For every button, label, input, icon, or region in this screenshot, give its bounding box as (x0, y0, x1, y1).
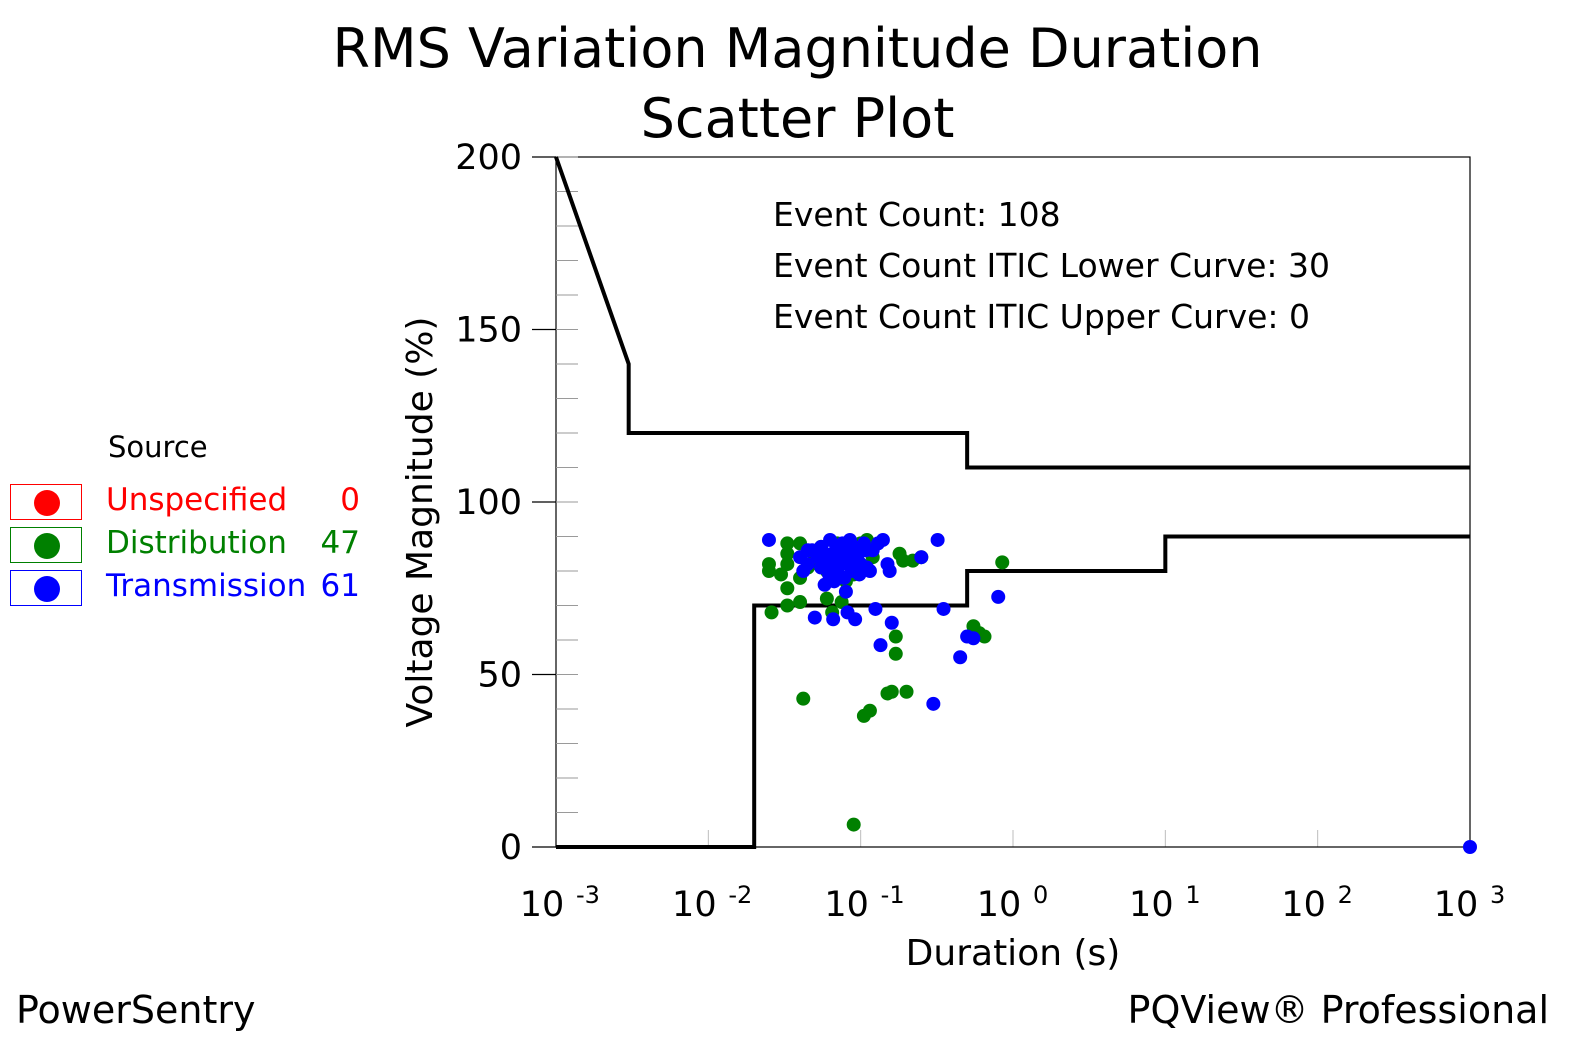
y-tick-label: 100 (455, 483, 522, 523)
transmission-point (848, 612, 863, 627)
transmission-point (862, 564, 877, 578)
transmission-point (827, 574, 842, 589)
legend-dot-icon (34, 576, 60, 602)
transmission-point (817, 546, 832, 561)
y-axis-label: Voltage Magnitude (%) (400, 317, 441, 728)
distribution-point (780, 536, 795, 551)
distribution-point (764, 605, 779, 620)
transmission-point (868, 601, 883, 616)
annotation-text: Event Count ITIC Upper Curve: 0 (773, 297, 1310, 336)
x-tick-label: 10 (824, 885, 869, 925)
transmission-point (884, 615, 899, 630)
transmission-point (826, 612, 841, 627)
y-tick-label: 0 (500, 828, 522, 868)
footer-right-label: PQView® Professional (1127, 988, 1549, 1032)
transmission-point (822, 560, 837, 575)
y-tick-label: 150 (455, 311, 522, 351)
transmission-point (882, 564, 897, 578)
x-tick-label: 10 (1281, 885, 1326, 925)
transmission-point (838, 584, 853, 599)
itic-lower-curve (556, 534, 1470, 849)
distribution-point (793, 595, 808, 610)
transmission-point (936, 601, 951, 616)
transmission-point (837, 553, 852, 568)
x-tick-label: 10 (1434, 885, 1479, 925)
legend-label: Transmission (106, 568, 307, 604)
x-axis-label: Duration (s) (906, 933, 1121, 974)
distribution-point (884, 684, 899, 699)
x-tick-exponent: -3 (576, 881, 600, 909)
transmission-point (966, 631, 981, 646)
x-tick-label: 10 (1129, 885, 1174, 925)
chart-title-line-2: Scatter Plot (640, 87, 955, 150)
transmission-point (875, 532, 890, 547)
transmission-point (1463, 840, 1477, 854)
transmission-point (858, 543, 873, 558)
transmission-point (845, 543, 860, 558)
distribution-point (888, 629, 903, 644)
transmission-point (807, 610, 822, 625)
transmission-point (873, 638, 888, 653)
legend-swatch (10, 484, 82, 520)
chart-title-line-1: RMS Variation Magnitude Duration (332, 17, 1263, 80)
x-tick-label: 10 (672, 885, 717, 925)
transmission-point (953, 650, 968, 665)
distribution-point (896, 553, 911, 568)
x-tick-exponent: -2 (728, 881, 752, 909)
transmission-point (761, 532, 776, 547)
x-tick-exponent: 0 (1033, 881, 1048, 909)
transmission-point (852, 567, 867, 582)
footer-left-label: PowerSentry (16, 988, 256, 1032)
x-tick-label: 10 (520, 885, 565, 925)
legend-count: 47 (320, 525, 360, 561)
itic-upper-curve (554, 156, 1470, 470)
legend-item-unspecified: Unspecified 0 (10, 482, 360, 524)
distribution-point (977, 629, 992, 644)
x-tick-label: 10 (977, 885, 1022, 925)
legend-count: 0 (340, 482, 360, 518)
x-tick-exponent: 1 (1185, 881, 1200, 909)
distribution-point (862, 703, 877, 718)
distribution-point (780, 598, 795, 613)
x-tick-exponent: 3 (1490, 881, 1505, 909)
distribution-point (899, 684, 914, 699)
transmission-point (930, 532, 945, 547)
distribution-point (780, 546, 795, 561)
y-tick-label: 200 (455, 138, 522, 178)
x-tick-exponent: -1 (881, 881, 905, 909)
transmission-point (991, 589, 1006, 604)
annotation-text: Event Count ITIC Lower Curve: 30 (773, 246, 1330, 285)
annotation-text: Event Count: 108 (773, 195, 1061, 234)
distribution-point (774, 567, 789, 582)
distribution-point (780, 557, 795, 572)
legend-count: 61 (320, 568, 360, 604)
transmission-point (926, 696, 941, 711)
legend-dot-icon (34, 533, 60, 559)
transmission-point (800, 543, 815, 558)
x-tick-exponent: 2 (1338, 881, 1353, 909)
legend-label: Unspecified (106, 482, 288, 518)
legend-item-transmission: Transmission 61 (10, 568, 360, 610)
y-tick-label: 50 (477, 656, 522, 696)
distribution-point (995, 555, 1010, 570)
legend-swatch (10, 570, 82, 606)
legend-swatch (10, 527, 82, 563)
distribution-point (761, 564, 776, 578)
legend-label: Distribution (106, 525, 287, 561)
legend-title: Source (108, 430, 208, 464)
distribution-point (780, 581, 795, 596)
legend-item-distribution: Distribution 47 (10, 525, 360, 567)
distribution-point (846, 817, 861, 832)
distribution-point (819, 591, 834, 606)
legend-dot-icon (34, 490, 60, 516)
distribution-point (888, 646, 903, 661)
transmission-point (914, 550, 929, 565)
distribution-point (796, 691, 811, 706)
